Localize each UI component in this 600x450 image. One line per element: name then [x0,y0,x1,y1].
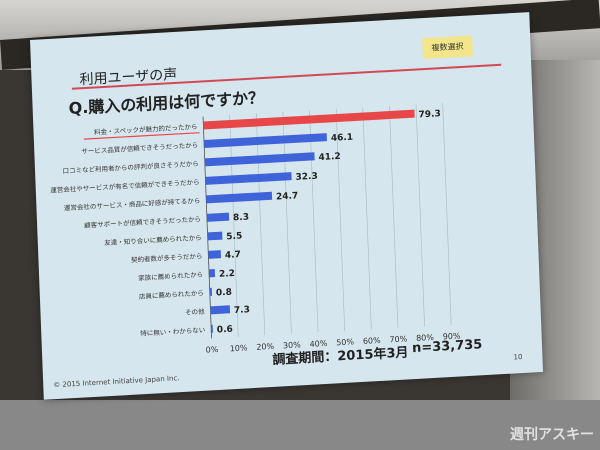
watermark: 週刊アスキー [510,427,594,443]
bar [206,191,273,204]
x-tick-label: 90% [443,331,461,341]
x-tick-label: 60% [363,336,381,346]
category-label: 口コミなど利用者からの評判が良さそうだから [62,159,199,176]
y-axis [202,116,212,339]
gridline [335,109,345,331]
bar [206,212,230,222]
data-label: 4.7 [225,250,241,261]
category-label: 契約者数が多そうだから [131,251,203,264]
x-tick-label: 30% [283,340,301,350]
x-tick-label: 10% [230,343,248,353]
copyright: © 2015 Internet Initiative Japan Inc. [53,374,180,390]
gridline [389,106,399,328]
data-label: 8.3 [233,213,249,224]
data-label: 5.5 [226,231,242,242]
category-label: 運営会社やサービスが有名で信頼ができそうだから [50,177,200,194]
data-label: 32.3 [295,172,318,183]
data-label: 41.2 [318,152,341,163]
highlight-underline [83,132,200,140]
x-tick-label: 20% [256,342,274,352]
x-tick-label: 0% [205,345,218,355]
category-label: 友達・知り合いに薦められたから [104,233,202,247]
category-label: 料金・スペックが魅力的だったから [94,122,198,137]
floor [0,400,600,450]
bar [203,109,415,130]
bar [208,250,222,259]
gridline [229,114,239,337]
category-label: 家族に薦められたから [138,270,203,283]
data-label: 24.7 [276,191,299,202]
page-number: 10 [513,353,523,362]
bar [204,152,315,167]
category-label: 特に無い・わからない [140,325,205,338]
x-tick-label: 40% [309,339,327,349]
bar [209,287,213,296]
gridline [442,103,452,325]
data-label: 0.8 [216,288,232,299]
projected-slide: 利用ユーザの声 複数選択 Q.購入の利用は何ですか？ 0% 10% 20% 30% 40… [30,12,544,400]
bar [203,133,327,148]
bar [207,231,223,241]
bar [210,305,231,315]
data-label: 79.3 [418,109,441,120]
data-label: 7.3 [234,305,250,316]
category-label: 顧客サポートが信頼できそうだったから [84,214,201,230]
category-label: その他 [185,307,205,317]
x-tick-label: 50% [336,337,354,347]
gridline [282,111,292,334]
bar [205,172,292,185]
bar [208,269,216,278]
gridline [309,110,319,333]
data-label: 2.2 [219,269,235,280]
bar-chart: 0% 10% 20% 30% 40% 50% 60% 70% 80% 90% 79.3 料金・スペック… [50,103,461,355]
category-label: 店員に薦められたから [139,288,204,301]
data-label: 0.6 [217,325,233,336]
gridline [255,113,266,336]
sample-size: n=33,735 [411,337,483,357]
category-label: サービス品質が信頼できそうだったから [81,140,198,156]
gridline [415,104,425,327]
category-label: 運営会社のサービス・商品に好感が持てるから [64,196,201,213]
bar [211,324,213,333]
gridline [362,107,372,330]
x-tick-label: 80% [416,333,434,343]
x-tick-label: 70% [389,334,407,344]
data-label: 46.1 [331,133,354,144]
